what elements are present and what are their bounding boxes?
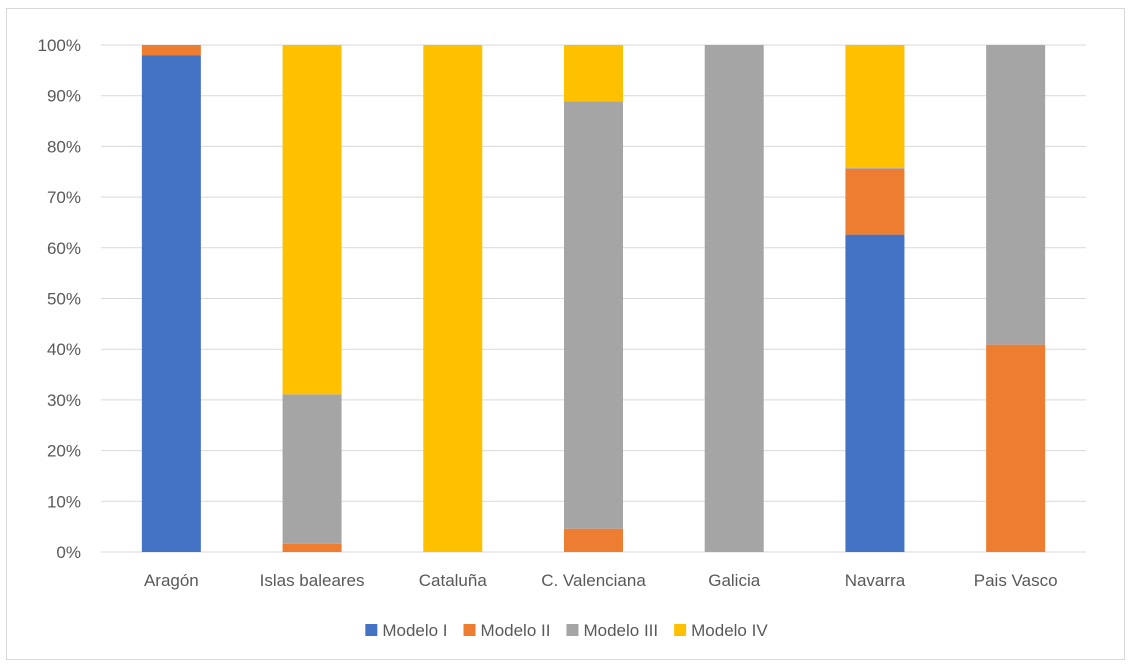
legend-label: Modelo I xyxy=(382,621,447,640)
legend: Modelo I Modelo II Modelo III Modelo IV xyxy=(365,621,768,640)
legend-swatch xyxy=(463,624,476,636)
x-tick-label: Aragón xyxy=(144,571,199,590)
bar-segment xyxy=(282,394,342,544)
x-tick-label: Islas baleares xyxy=(260,571,365,590)
bar-segment xyxy=(282,543,342,552)
y-tick-label: 10% xyxy=(47,492,81,511)
bar-segment xyxy=(141,55,201,552)
y-tick-label: 20% xyxy=(47,442,81,461)
bar-segment xyxy=(423,45,483,552)
y-tick-label: 50% xyxy=(47,290,81,309)
y-tick-label: 80% xyxy=(47,137,81,156)
chart-area: 0% 10% 20% 30% 40% 50% 60% 70% 80% 90% 100% Aragón… xyxy=(6,8,1125,660)
bar-segment xyxy=(704,45,764,552)
legend-label: Modelo IV xyxy=(691,621,768,640)
bar-segment xyxy=(986,344,1046,552)
x-tick-label: Pais Vasco xyxy=(974,571,1058,590)
y-tick-label: 0% xyxy=(56,543,81,562)
legend-item: Modelo III xyxy=(566,621,658,640)
bar-segment xyxy=(564,45,623,102)
x-tick-label: C. Valenciana xyxy=(541,571,646,590)
bar-segment xyxy=(845,168,905,235)
legend-swatch xyxy=(674,624,687,636)
x-axis-tick-labels: Aragón Islas baleares Cataluña C. Valencian… xyxy=(144,571,1058,590)
y-tick-label: 40% xyxy=(47,340,81,359)
bar-segment xyxy=(845,234,905,553)
bar-segment xyxy=(141,45,201,56)
bar-segment xyxy=(845,45,905,168)
y-tick-label: 30% xyxy=(47,391,81,410)
y-tick-label: 90% xyxy=(47,87,81,106)
legend-label: Modelo III xyxy=(583,621,658,640)
y-tick-label: 70% xyxy=(47,188,81,207)
bar-segment xyxy=(282,45,342,395)
y-tick-label: 100% xyxy=(38,36,81,55)
legend-item: Modelo I xyxy=(365,621,448,640)
stacked-bar-chart: 0% 10% 20% 30% 40% 50% 60% 70% 80% 90% 100% Aragón… xyxy=(38,36,1086,640)
bar-segment xyxy=(845,167,905,169)
x-tick-label: Cataluña xyxy=(419,571,488,590)
x-tick-label: Galicia xyxy=(708,571,761,590)
x-tick-label: Navarra xyxy=(845,571,906,590)
bar-segment xyxy=(564,528,623,552)
y-axis-tick-labels: 0% 10% 20% 30% 40% 50% 60% 70% 80% 90% 100% xyxy=(38,36,81,562)
legend-item: Modelo II xyxy=(463,621,551,640)
legend-label: Modelo II xyxy=(481,621,551,640)
bar-segment xyxy=(986,45,1046,345)
bar-segment xyxy=(564,101,623,529)
bars xyxy=(141,45,1046,553)
legend-swatch xyxy=(566,624,579,636)
legend-swatch xyxy=(365,624,378,636)
y-tick-label: 60% xyxy=(47,239,81,258)
legend-item: Modelo IV xyxy=(674,621,768,640)
